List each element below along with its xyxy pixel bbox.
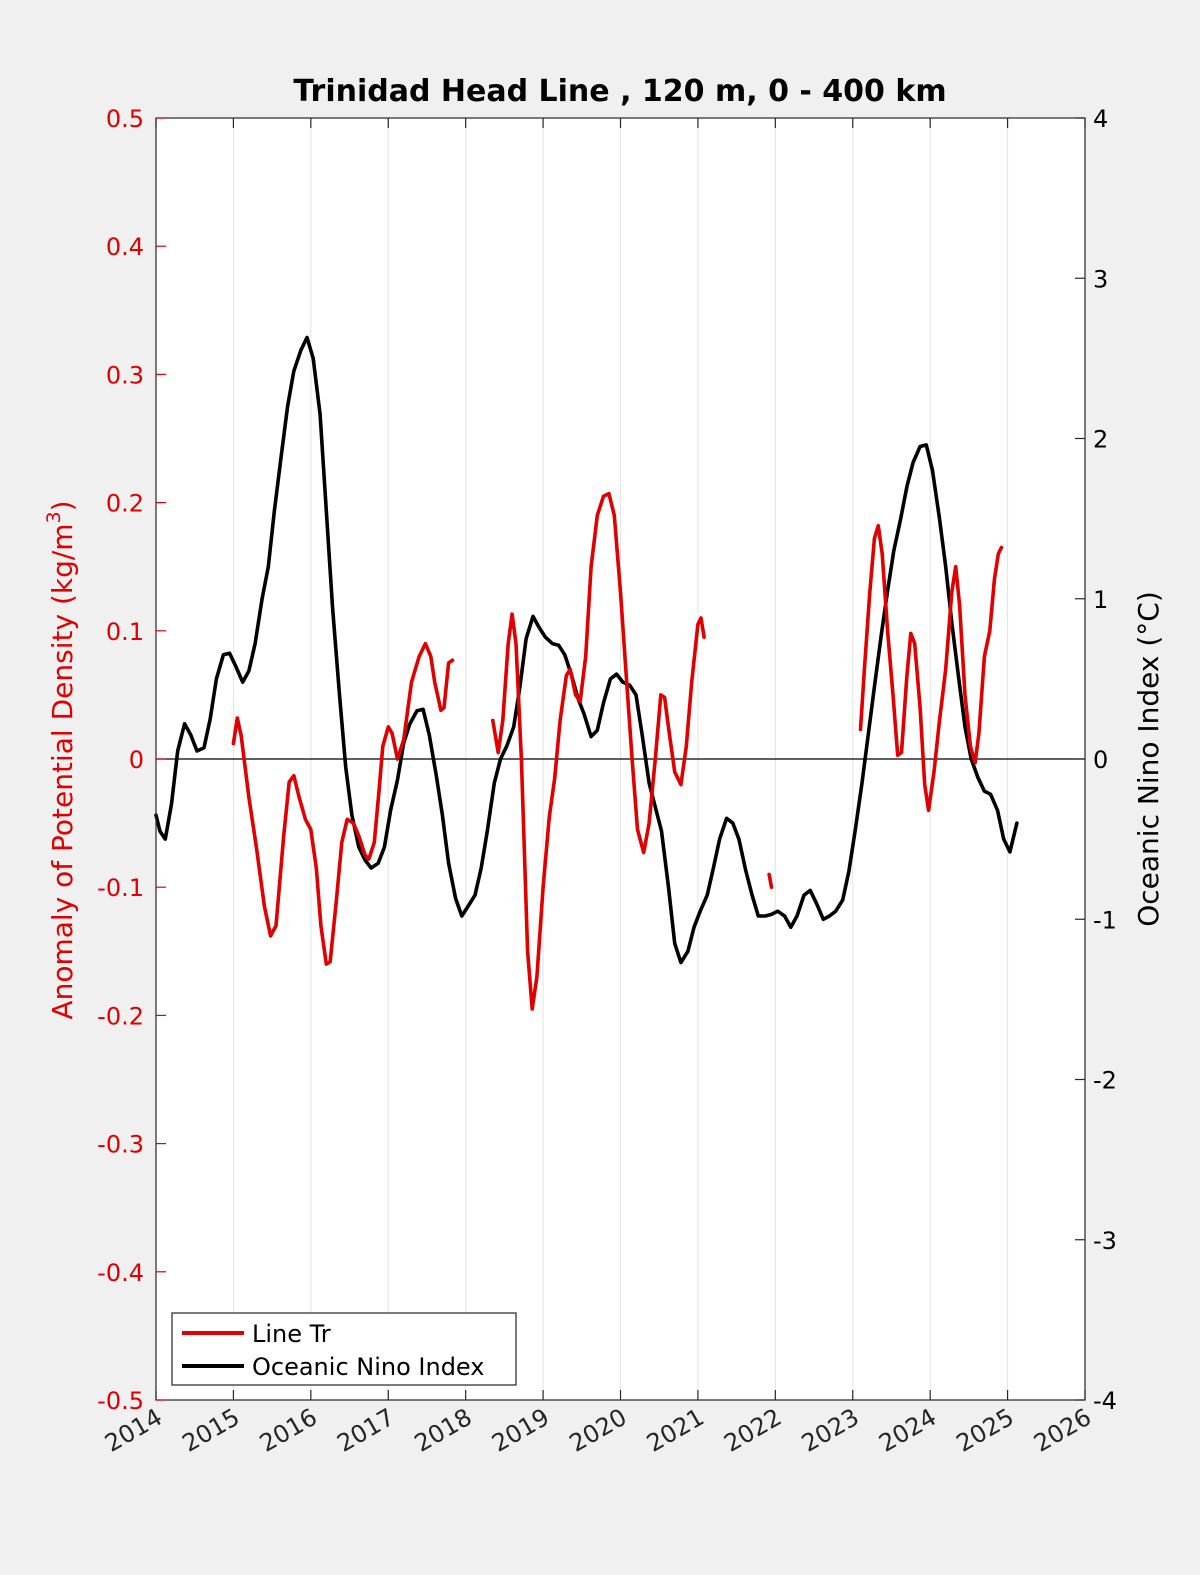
y-right-axis-label: Oceanic Nino Index (°C) (1132, 591, 1165, 927)
y-left-tick-label: -0.1 (97, 874, 144, 902)
line-tr-series (858, 523, 1004, 813)
line-tr-series (231, 641, 455, 966)
y-right-tick-label: 2 (1093, 426, 1108, 454)
legend-label-oni: Oceanic Nino Index (252, 1353, 484, 1381)
y-left-tick-label: -0.3 (97, 1131, 144, 1159)
y-right-tick-label: 0 (1093, 746, 1108, 774)
legend: Line Tr Oceanic Nino Index (171, 1312, 517, 1386)
y-left-axis-label: Anomaly of Potential Density (kg/m3) (43, 500, 79, 1019)
y-left-axis-label-sup: 3 (43, 511, 65, 523)
y-right-tick-label: -3 (1093, 1227, 1117, 1255)
line-tr-series (491, 491, 706, 1011)
line-tr-series (767, 872, 774, 889)
y-right-tick-label: 3 (1093, 265, 1108, 293)
series-group (154, 335, 1019, 1011)
legend-box (171, 1312, 517, 1386)
y-right-tick-label: -4 (1093, 1387, 1117, 1415)
y-left-tick-label: 0.4 (106, 233, 144, 261)
y-right-tick-label: 1 (1093, 586, 1108, 614)
y-left-tick-label: 0.2 (106, 490, 144, 518)
legend-label-line-tr: Line Tr (252, 1320, 331, 1348)
chart-title: Trinidad Head Line , 120 m, 0 - 400 km (293, 74, 946, 109)
y-left-tick-label: -0.4 (97, 1259, 144, 1287)
y-left-tick-label: -0.2 (97, 1002, 144, 1030)
tick-group: 2014 2015 2016 2017 2018 2019 2020 2021 2022 2023… (97, 105, 1117, 1458)
y-left-tick-label: -0.5 (97, 1387, 144, 1415)
y-right-tick-label: 4 (1093, 105, 1108, 133)
y-left-tick-label: 0.3 (106, 361, 144, 389)
y-left-tick-label: 0.1 (106, 618, 144, 646)
y-right-tick-label: -2 (1093, 1067, 1117, 1095)
oni-series (154, 335, 1019, 965)
y-left-tick-label: 0 (129, 746, 144, 774)
y-right-tick-label: -1 (1093, 906, 1117, 934)
y-left-tick-label: 0.5 (106, 105, 144, 133)
